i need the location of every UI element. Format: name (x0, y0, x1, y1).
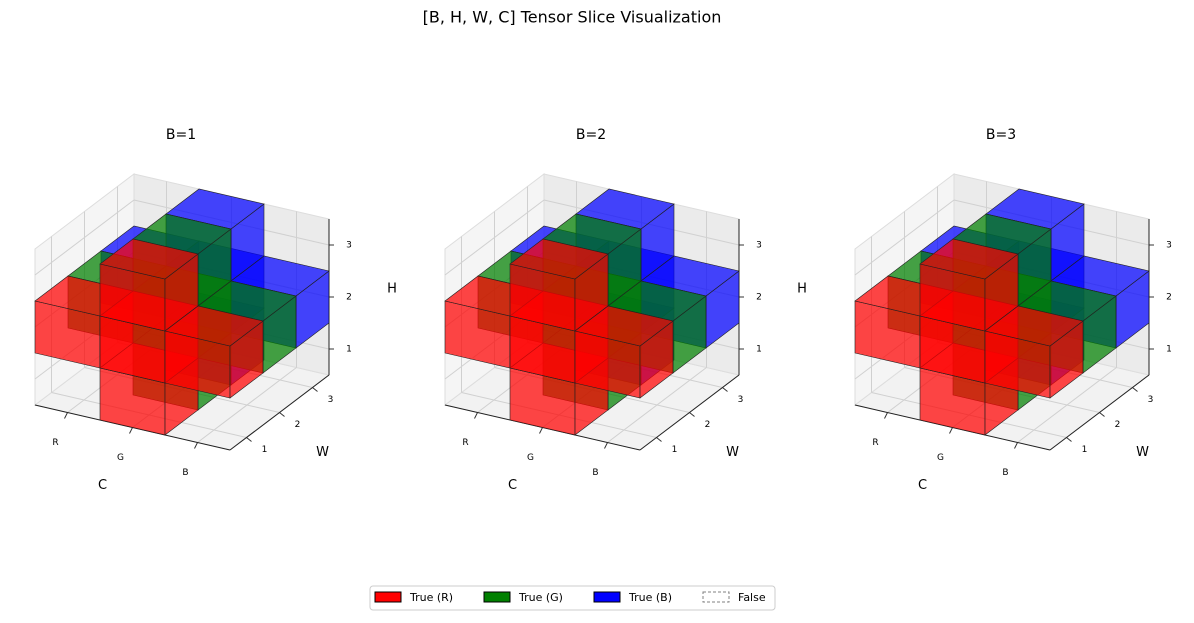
subplot-title: B=1 (166, 127, 196, 143)
grid-line (444, 199, 545, 276)
z-tick-label: 1 (756, 345, 762, 355)
legend-swatch (374, 591, 402, 603)
y-tick-label: 1 (262, 445, 268, 455)
voxel (99, 238, 199, 332)
x-tick-label: R (52, 438, 58, 448)
legend-label: True (B) (628, 591, 672, 604)
x-tick (1014, 442, 1018, 449)
grid-line (854, 199, 955, 276)
voxel (509, 238, 609, 332)
voxel-top (984, 305, 1084, 347)
legend-swatch (483, 591, 511, 603)
y-tick-label: 3 (1148, 395, 1154, 405)
x-axis-label: C (918, 478, 927, 493)
z-tick-label: 2 (346, 293, 352, 303)
z-tick-label: 2 (1166, 293, 1172, 303)
y-tick (279, 412, 285, 417)
y-tick (1132, 387, 1138, 392)
x-tick (604, 442, 608, 449)
z-tick-label: 3 (1166, 241, 1172, 251)
y-tick-label: 1 (672, 445, 678, 455)
x-tick-label: B (1002, 468, 1008, 478)
y-tick (656, 437, 662, 442)
voxel (919, 238, 1019, 332)
y-tick (722, 387, 728, 392)
legend-label: True (R) (409, 591, 453, 604)
voxel-top (509, 238, 609, 280)
x-axis-label: C (98, 478, 107, 493)
z-tick-label: 2 (756, 293, 762, 303)
y-tick-label: 3 (328, 395, 334, 405)
y-tick-label: 3 (738, 395, 744, 405)
legend-label: False (738, 591, 766, 604)
x-tick (129, 427, 133, 434)
voxel-top (99, 238, 199, 280)
axis-line (639, 374, 740, 451)
grid-line (34, 199, 135, 276)
y-axis-label: W (1136, 445, 1149, 460)
axis-line (1049, 374, 1150, 451)
z-axis-label: H (797, 282, 807, 297)
x-tick (194, 442, 198, 449)
axis-line (229, 374, 330, 451)
y-axis-label: W (726, 445, 739, 460)
x-tick (884, 412, 888, 419)
y-tick (246, 437, 252, 442)
x-tick-label: G (937, 453, 944, 463)
y-tick-label: 2 (295, 420, 301, 430)
subplot-title: B=2 (576, 127, 606, 143)
voxel (984, 305, 1084, 399)
y-axis-label: W (316, 445, 329, 460)
subplot-title: B=3 (986, 127, 1016, 143)
voxel-top (919, 238, 1019, 280)
x-tick (539, 427, 543, 434)
y-tick-label: 2 (705, 420, 711, 430)
chart-title: [B, H, W, C] Tensor Slice Visualization (423, 8, 722, 27)
voxel (164, 305, 264, 399)
x-axis-label: C (508, 478, 517, 493)
y-tick (689, 412, 695, 417)
z-tick-label: 1 (346, 345, 352, 355)
y-tick-label: 1 (1082, 445, 1088, 455)
legend-swatch (593, 591, 621, 603)
z-tick-label: 3 (346, 241, 352, 251)
legend-swatch (702, 591, 730, 603)
legend-box (369, 585, 776, 611)
voxel (574, 305, 674, 399)
x-tick-label: G (527, 453, 534, 463)
x-tick-label: R (872, 438, 878, 448)
x-tick-label: R (462, 438, 468, 448)
x-tick-label: B (182, 468, 188, 478)
legend-label: True (G) (518, 591, 563, 604)
z-tick-label: 3 (756, 241, 762, 251)
y-tick-label: 2 (1115, 420, 1121, 430)
y-tick (312, 387, 318, 392)
x-tick-label: B (592, 468, 598, 478)
voxel-top (574, 305, 674, 347)
x-tick-label: G (117, 453, 124, 463)
x-tick (474, 412, 478, 419)
x-tick (64, 412, 68, 419)
z-axis-label: H (387, 282, 397, 297)
x-tick (949, 427, 953, 434)
voxel-top (164, 305, 264, 347)
y-tick (1099, 412, 1105, 417)
y-tick (1066, 437, 1072, 442)
z-tick-label: 1 (1166, 345, 1172, 355)
